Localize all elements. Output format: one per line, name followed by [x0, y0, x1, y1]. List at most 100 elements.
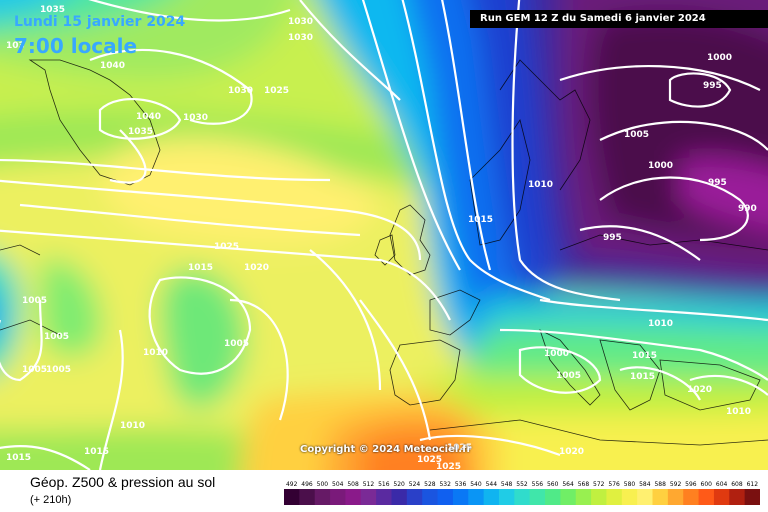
scale-swatch: [560, 489, 577, 505]
isobar-label: 1005: [22, 296, 47, 306]
scale-swatch: [545, 489, 561, 505]
isobar-label: 1005: [624, 130, 649, 140]
scale-value-label: 580: [624, 481, 636, 488]
scale-value-label: 496: [301, 481, 313, 488]
isobar-label: 990: [738, 204, 757, 214]
isobar-label: 1025: [436, 462, 461, 470]
isobar-label: 1020: [244, 263, 269, 273]
scale-swatch: [744, 489, 760, 505]
isobar-label: 1035: [128, 127, 153, 137]
isobar-label: 1015: [188, 263, 213, 273]
model-run-banner: Run GEM 12 Z du Samedi 6 janvier 2024: [470, 10, 768, 28]
isobar-label: 1005: [44, 332, 69, 342]
scale-value-label: 536: [455, 481, 467, 488]
scale-value-label: 552: [516, 481, 528, 488]
scale-value-label: 544: [486, 481, 498, 488]
isobar-label: 1000: [648, 161, 673, 171]
scale-value-label: 560: [547, 481, 559, 488]
scale-value-label: 500: [317, 481, 329, 488]
isobar-label: 1030: [288, 17, 313, 27]
isobar-label: 1015: [84, 447, 109, 457]
isobar-label: 1040: [136, 112, 161, 122]
isobar-label: 1005: [46, 365, 71, 375]
scale-swatch: [621, 489, 638, 505]
scale-value-label: 564: [562, 481, 574, 488]
isobar-label: 1015: [630, 372, 655, 382]
isobar-label: 995: [703, 81, 722, 91]
isobar-lines: [0, 0, 768, 470]
scale-value-label: 532: [439, 481, 451, 488]
isobar-label: 1025: [447, 443, 472, 453]
geopotential-map: 1035 1030 1030 103 1040 1030 1025 1040 1035 1030 1…: [0, 0, 768, 470]
isobar-label: 1025: [417, 455, 442, 465]
scale-value-label: 588: [654, 481, 666, 488]
scale-swatch: [606, 489, 623, 505]
scale-swatch: [422, 489, 439, 505]
scale-swatch: [345, 489, 362, 505]
scale-value-label: 584: [639, 481, 651, 488]
isobar-label: 1015: [468, 215, 493, 225]
scale-value-label: 516: [378, 481, 390, 488]
isobar-label: 1035: [40, 5, 65, 15]
scale-value-label: 540: [470, 481, 482, 488]
map-footer: Géop. Z500 & pression au sol (+ 210h) 49…: [0, 470, 768, 512]
isobar-label: 1000: [707, 53, 732, 63]
scale-value-label: 520: [393, 481, 405, 488]
color-scale: 492 496 500 504 508 512 516 520 524 528 532 536 540 5…: [284, 481, 760, 505]
scale-value-label: 576: [608, 481, 620, 488]
isobar-label: 1030: [288, 33, 313, 43]
scale-value-label: 612: [747, 481, 759, 488]
scale-value-label: 568: [578, 481, 590, 488]
scale-swatch: [360, 489, 377, 505]
scale-value-label: 608: [731, 481, 743, 488]
scale-swatch: [667, 489, 684, 505]
valid-time: 7:00 locale: [14, 34, 138, 58]
isobar-label: 1010: [648, 319, 673, 329]
isobar-label: 1010: [143, 348, 168, 358]
isobar-label: 1005: [224, 339, 249, 349]
isobar-label: 103: [6, 41, 25, 51]
scale-swatch: [652, 489, 669, 505]
scale-swatch: [391, 489, 408, 505]
scale-swatch: [452, 489, 469, 505]
isobar-label: 1025: [214, 242, 239, 252]
scale-swatch: [437, 489, 454, 505]
isobar-label: 1030: [228, 86, 253, 96]
scale-swatch: [376, 489, 392, 505]
scale-swatch: [575, 489, 592, 505]
scale-swatch: [514, 489, 531, 505]
scale-value-label: 604: [716, 481, 728, 488]
scale-swatch: [406, 489, 423, 505]
scale-value-label: 492: [286, 481, 298, 488]
scale-value-label: 512: [363, 481, 375, 488]
scale-swatch: [468, 489, 485, 505]
isobar-labels: 1035 1030 1030 103 1040 1030 1025 1040 1035 1030 1…: [6, 5, 757, 470]
isobar-label: 995: [603, 233, 622, 243]
isobar-label: 1010: [528, 180, 553, 190]
scale-swatch: [330, 489, 346, 505]
scale-swatch: [284, 489, 300, 505]
isobar-label: 1030: [183, 113, 208, 123]
forecast-lead-time: (+ 210h): [30, 494, 72, 506]
scale-value-label: 596: [685, 481, 697, 488]
isobar-label: 1010: [120, 421, 145, 431]
isobar-label: 1020: [559, 447, 584, 457]
isobar-label: 1015: [632, 351, 657, 361]
scale-swatch: [498, 489, 515, 505]
field-title: Géop. Z500 & pression au sol: [30, 474, 216, 490]
scale-swatch: [713, 489, 730, 505]
scale-value-label: 592: [670, 481, 682, 488]
coastlines: [0, 59, 768, 446]
isobar-label: 1025: [264, 86, 289, 96]
scale-swatch: [683, 489, 700, 505]
scale-swatch: [698, 489, 715, 505]
scale-value-label: 504: [332, 481, 344, 488]
scale-swatch: [314, 489, 331, 505]
scale-swatch: [729, 489, 746, 505]
scale-swatch: [529, 489, 546, 505]
scale-value-label: 548: [501, 481, 513, 488]
isobar-label: 1005: [22, 365, 47, 375]
copyright-notice: Copyright © 2024 Meteociel.fr: [300, 444, 472, 455]
isobar-label: 1010: [726, 407, 751, 417]
